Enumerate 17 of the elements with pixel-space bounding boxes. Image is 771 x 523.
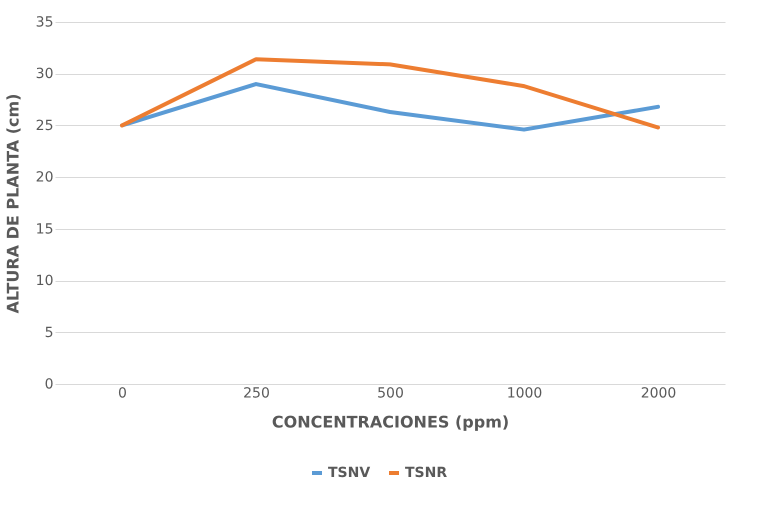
x-tick-label: 2000: [640, 386, 676, 402]
y-axis-title: ALTURA DE PLANTA (cm): [4, 94, 23, 314]
line-series: [120, 57, 660, 130]
y-tick-label: 35: [36, 14, 54, 30]
y-tick-label: 25: [36, 118, 54, 134]
y-tick-label: 15: [36, 221, 54, 238]
x-tick-label: 250: [243, 386, 270, 402]
x-tick-label: 1000: [506, 386, 542, 402]
x-axis-title: CONCENTRACIONES (ppm): [272, 412, 510, 432]
y-tick-label: 5: [44, 324, 54, 341]
x-tick-label: 500: [377, 386, 404, 402]
y-tick-label: 30: [36, 66, 54, 82]
y-tick-label: 10: [36, 273, 54, 290]
legend-label: TSNV: [328, 465, 370, 481]
y-tick-label: 20: [36, 170, 54, 186]
legend-label: TSNR: [405, 465, 448, 481]
x-tick-label: 0: [118, 386, 127, 402]
